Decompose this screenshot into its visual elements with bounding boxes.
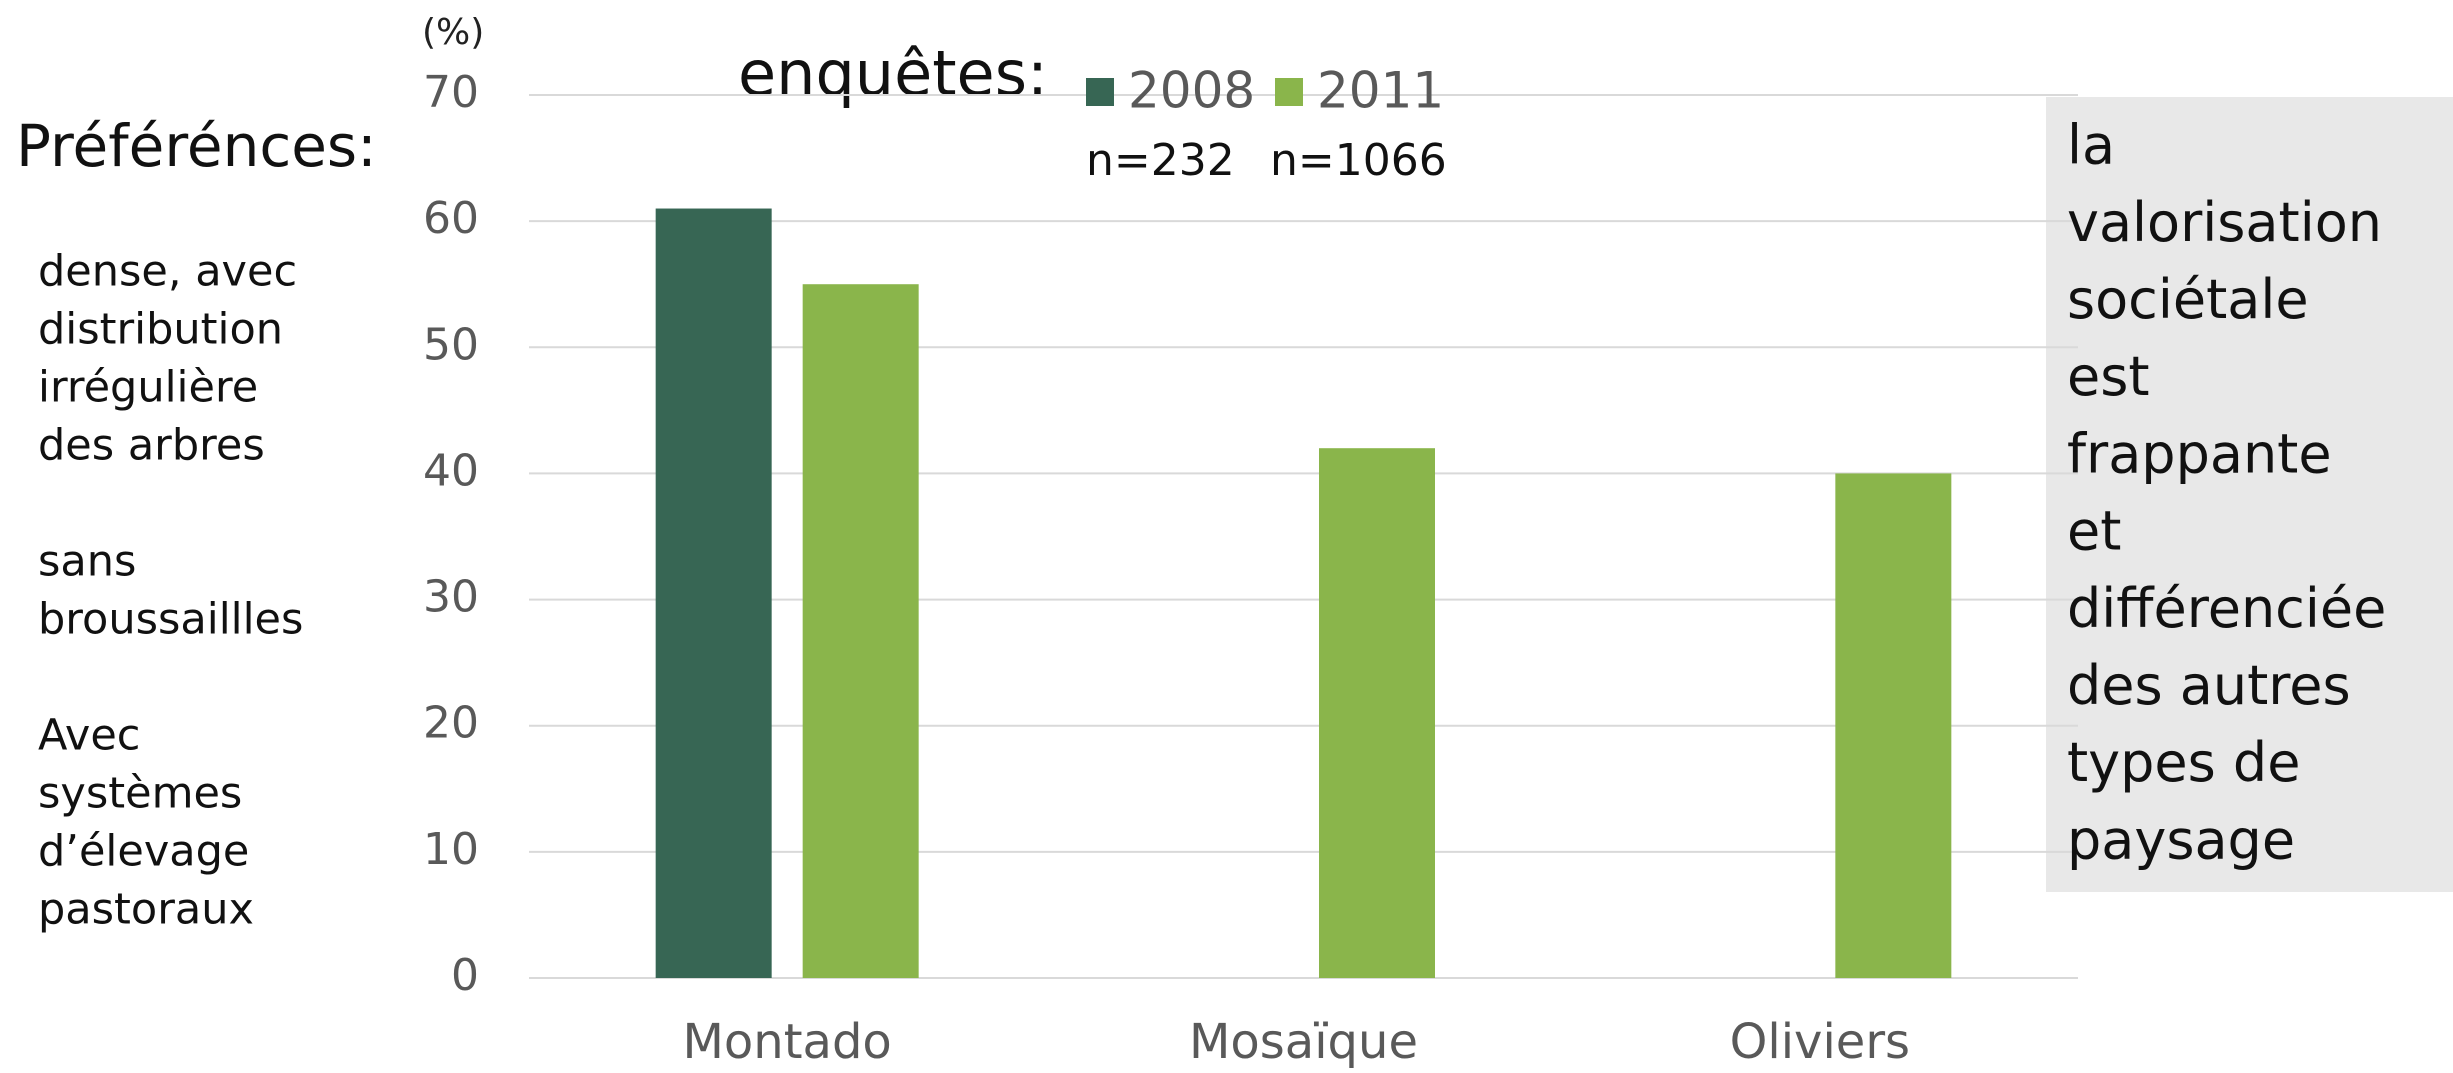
note-line: des autres (2067, 654, 2351, 717)
note-line: valorisation (2067, 191, 2382, 254)
bar (1319, 448, 1435, 978)
preference-line: Avec (38, 711, 140, 761)
sample-size: n=232 (1086, 135, 1235, 186)
preference-line: d’élevage (38, 827, 249, 877)
preference-line: dense, avec (38, 247, 297, 297)
legend-label: 2011 (1317, 62, 1444, 120)
preference-line: pastoraux (38, 885, 254, 935)
y-tick-label: 70 (423, 67, 479, 118)
y-tick-label: 30 (423, 572, 479, 623)
sample-size: n=1066 (1270, 135, 1447, 186)
x-tick-label: Mosaïque (1189, 1014, 1418, 1070)
note-line: frappante (2067, 422, 2332, 485)
preference-line: distribution (38, 305, 283, 355)
note-line: paysage (2067, 808, 2295, 871)
bar (1835, 473, 1952, 978)
y-tick-label: 60 (423, 193, 479, 244)
y-axis-label: (%) (422, 12, 484, 53)
preference-line: broussaillles (38, 595, 303, 645)
y-tick-label: 20 (423, 698, 479, 749)
y-tick-label: 40 (423, 445, 479, 496)
y-tick-label: 10 (423, 824, 479, 875)
note-line: différenciée (2067, 577, 2386, 640)
note-line: et (2067, 500, 2121, 563)
note-line: types de (2067, 731, 2300, 794)
note-line: la (2067, 114, 2115, 177)
x-tick-label: Montado (683, 1014, 892, 1070)
legend-swatch (1275, 78, 1303, 106)
legend-title: enquêtes: (738, 37, 1048, 110)
y-tick-label: 50 (423, 319, 479, 370)
bar (802, 284, 919, 978)
note-line: sociétale (2067, 268, 2309, 331)
preference-line: systèmes (38, 769, 242, 819)
note-box (2046, 97, 2453, 892)
legend-swatch (1086, 78, 1114, 106)
preferences-title: Préférénces: (16, 112, 377, 180)
preference-line: des arbres (38, 421, 265, 471)
bar (655, 208, 772, 978)
preference-line: irrégulière (38, 363, 258, 413)
legend-label: 2008 (1128, 62, 1255, 120)
x-tick-label: Oliviers (1730, 1014, 1910, 1070)
preference-line: sans (38, 537, 136, 587)
y-tick-label: 0 (451, 950, 479, 1001)
note-line: est (2067, 345, 2150, 408)
